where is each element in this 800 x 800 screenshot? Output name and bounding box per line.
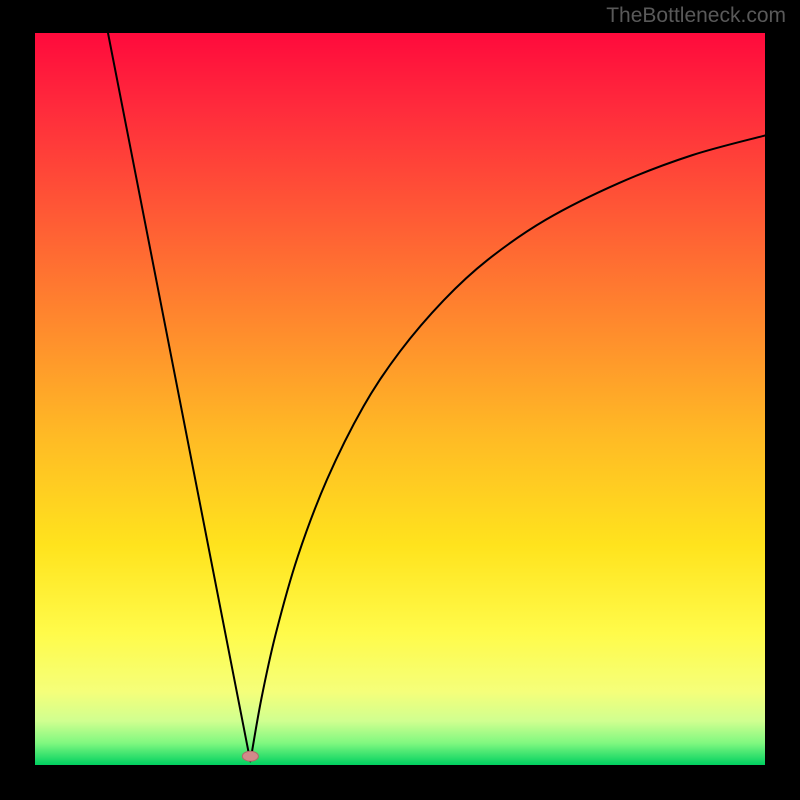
- gradient-background: [35, 33, 765, 765]
- chart-svg: [35, 33, 765, 765]
- curve-marker: [242, 751, 258, 761]
- plot-area: [35, 33, 765, 765]
- watermark-text: TheBottleneck.com: [606, 4, 786, 28]
